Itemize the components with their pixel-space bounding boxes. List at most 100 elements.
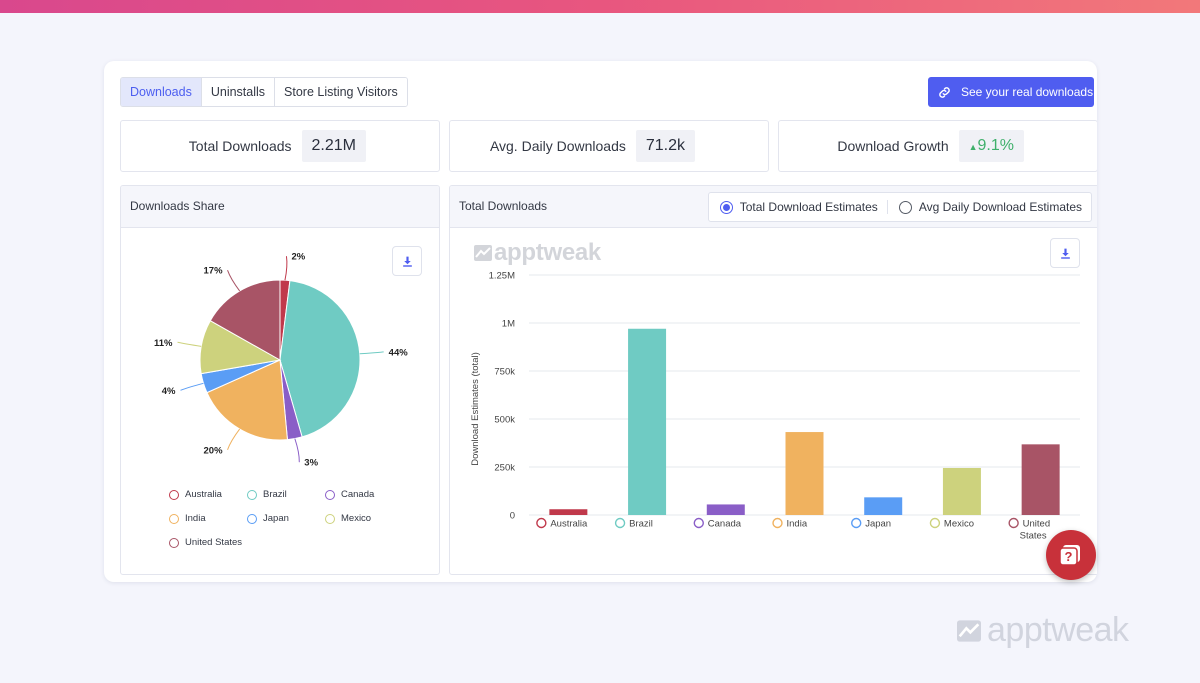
top-gradient-bar	[0, 0, 1200, 13]
help-chat-button[interactable]: ?	[1046, 530, 1096, 580]
metric-label: Total Downloads	[188, 138, 292, 154]
y-tick-label: 1M	[502, 319, 515, 330]
x-category-label: Australia	[550, 519, 588, 530]
pie-connector-australia	[284, 256, 288, 281]
legend-item-canada[interactable]: Canada	[693, 517, 742, 530]
y-tick-label: 1.25M	[489, 271, 515, 282]
tab-bar: Downloads Uninstalls Store Listing Visit…	[120, 77, 408, 107]
apptweak-watermark-large: apptweak	[957, 611, 1129, 650]
legend-item-mexico[interactable]: Mexico	[325, 513, 371, 524]
legend-marker-icon	[325, 489, 335, 500]
legend-marker-icon	[851, 517, 862, 529]
legend-marker-icon	[169, 489, 179, 500]
legend-item-india[interactable]: India	[169, 513, 206, 524]
legend-item-canada[interactable]: Canada	[325, 489, 374, 500]
bar-chart: 0 250k 500k 750k 1M 1.25M Download Estimates (…	[470, 271, 1080, 542]
tab-store-listing-visitors[interactable]: Store Listing Visitors	[274, 78, 407, 106]
legend-label: Brazil	[263, 489, 287, 500]
legend-item-australia[interactable]: Australia	[536, 517, 588, 530]
metric-label: Download Growth	[837, 138, 949, 154]
metric-label: Avg. Daily Downloads	[489, 138, 626, 154]
link-icon	[939, 86, 950, 98]
pie-value-label: 3%	[304, 458, 318, 469]
y-axis-label: Download Estimates (total)	[470, 352, 481, 466]
bar-australia[interactable]	[549, 509, 588, 515]
pie-connector-canada	[294, 438, 300, 463]
x-category-label: Japan	[865, 519, 891, 530]
pie-value-label: 2%	[291, 252, 305, 263]
legend-marker-icon	[169, 513, 179, 524]
bar-mexico[interactable]	[942, 467, 981, 515]
pie-slice-united-states[interactable]	[209, 279, 281, 361]
pie-connector-mexico	[177, 341, 202, 347]
legend-label: Canada	[341, 489, 375, 500]
bar-united-states[interactable]	[1021, 444, 1060, 515]
metric-download-growth: Download Growth ▲9.1%	[778, 120, 1097, 172]
radio-empty-icon	[898, 200, 912, 214]
apptweak-watermark: apptweak	[474, 239, 601, 267]
x-category-label: India	[787, 519, 808, 530]
legend-label: Japan	[263, 513, 289, 524]
legend-item-india[interactable]: India	[772, 517, 808, 530]
bar-japan[interactable]	[864, 497, 903, 515]
download-chart-button[interactable]	[392, 246, 422, 276]
download-chart-button[interactable]	[1050, 238, 1080, 268]
legend-item-united-states[interactable]: United States	[169, 537, 242, 548]
bar-india[interactable]	[785, 432, 824, 515]
legend-label: Mexico	[341, 513, 372, 524]
metric-value: ▲9.1%	[958, 130, 1024, 162]
legend-marker-icon	[169, 537, 179, 548]
legend-item-australia[interactable]: Australia	[169, 489, 222, 500]
legend-marker-icon	[247, 513, 257, 524]
pie-value-label: 17%	[204, 266, 224, 277]
metric-total-downloads: Total Downloads 2.21M	[120, 120, 440, 172]
bar-brazil[interactable]	[628, 328, 667, 515]
y-tick-label: 250k	[494, 463, 515, 474]
pie-value-label: 11%	[154, 338, 173, 349]
apptweak-logo-icon	[474, 245, 492, 261]
legend-item-mexico[interactable]: Mexico	[929, 517, 974, 530]
total-estimates-radio[interactable]: Total Download Estimates	[709, 200, 887, 214]
legend-marker-icon	[929, 517, 941, 529]
tab-downloads[interactable]: Downloads	[121, 78, 201, 106]
download-icon	[1060, 248, 1070, 259]
legend-item-brazil[interactable]: Brazil	[614, 517, 653, 530]
svg-text:?: ?	[1065, 549, 1073, 564]
legend-item-japan[interactable]: Japan	[247, 513, 289, 524]
x-category-label: Mexico	[944, 519, 974, 530]
tab-uninstalls[interactable]: Uninstalls	[200, 78, 275, 106]
pie-connector-japan	[180, 382, 204, 391]
estimate-type-toggle: Total Download Estimates Avg Daily Downl…	[707, 192, 1092, 222]
legend-marker-icon	[536, 517, 547, 529]
trend-up-icon: ▲	[968, 142, 978, 152]
legend-label: United States	[185, 537, 243, 548]
pie-connector-india	[227, 428, 241, 450]
legend-item-japan[interactable]: Japan	[851, 517, 891, 530]
legend-marker-icon	[1008, 517, 1019, 529]
x-category-label: Brazil	[629, 519, 653, 530]
y-tick-label: 500k	[494, 415, 515, 426]
pie-connector-brazil	[359, 351, 384, 355]
legend-label: Australia	[185, 489, 222, 500]
download-icon	[402, 256, 412, 267]
downloads-share-panel: Downloads Share 2% 44% 3% 20% 4% 11% 17% Austr…	[120, 185, 440, 575]
x-category-label: Canada	[708, 519, 742, 530]
total-downloads-panel: Total Downloads Total Download Estimates…	[449, 185, 1097, 575]
legend-marker-icon	[614, 517, 626, 529]
x-category-label: United	[1023, 519, 1050, 530]
downloads-card: Downloads Uninstalls Store Listing Visit…	[104, 61, 1097, 582]
apptweak-logo-icon	[957, 619, 981, 642]
legend-item-brazil[interactable]: Brazil	[247, 489, 287, 500]
radio-selected-icon	[719, 200, 733, 214]
pie-connector-united-states	[227, 270, 241, 292]
bar-chart-area: apptweak 0 250k 500k 750k 1M 1.25M Download Es…	[450, 229, 1097, 574]
see-real-downloads-button[interactable]: See your real downloads	[928, 77, 1094, 107]
legend-marker-icon	[247, 489, 257, 500]
avg-daily-estimates-radio[interactable]: Avg Daily Download Estimates	[886, 200, 1091, 214]
bar-canada[interactable]	[706, 504, 745, 515]
pie-chart: 2% 44% 3% 20% 4% 11% 17%	[154, 252, 408, 469]
legend-marker-icon	[772, 517, 783, 529]
panel-title: Downloads Share	[121, 186, 439, 228]
pie-value-label: 20%	[204, 445, 224, 456]
